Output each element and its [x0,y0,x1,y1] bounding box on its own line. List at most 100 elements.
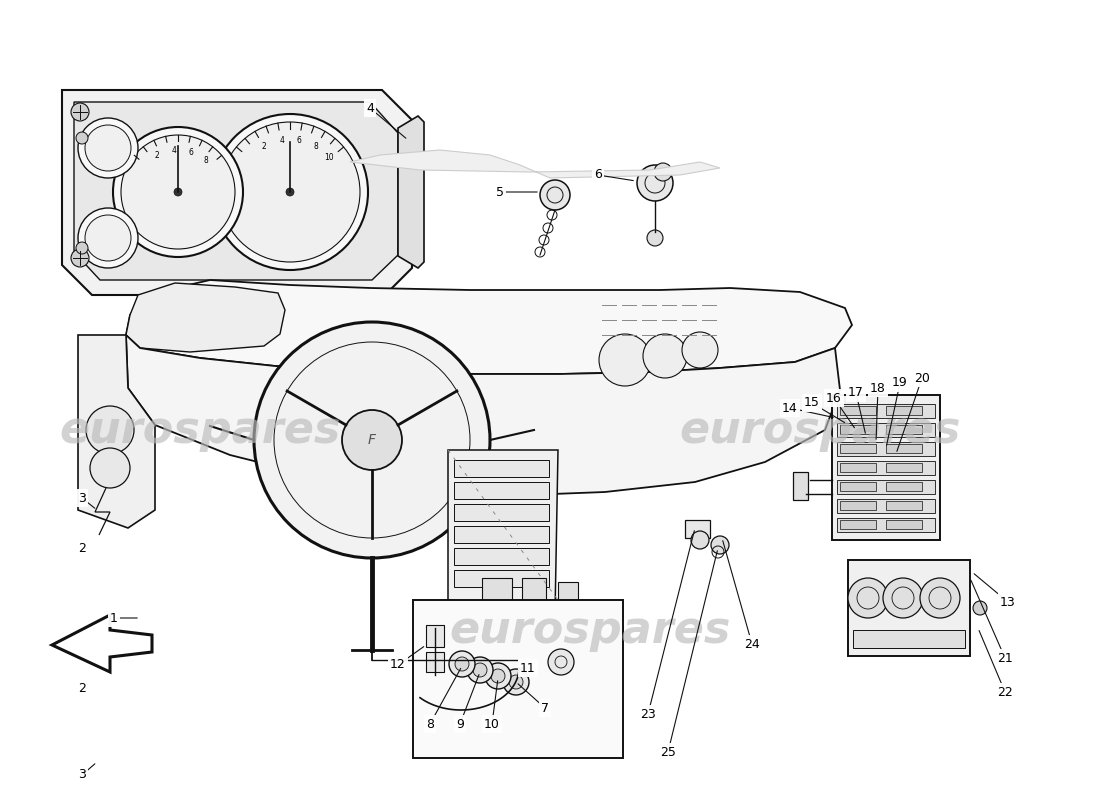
Bar [840,425,876,434]
Text: eurospares: eurospares [680,409,960,451]
Circle shape [254,322,490,558]
Bar [840,463,876,472]
Bar [840,520,876,529]
Circle shape [548,649,574,675]
Bar [558,582,578,618]
Polygon shape [126,283,285,352]
Text: 3: 3 [78,769,86,782]
Text: 11: 11 [520,662,536,674]
Bar [837,480,935,494]
Polygon shape [126,280,852,374]
Text: 6: 6 [188,147,194,157]
Polygon shape [74,102,398,280]
Bar [454,482,549,499]
Polygon shape [52,615,152,672]
Polygon shape [126,335,840,496]
Circle shape [468,657,493,683]
Bar [832,395,940,540]
Bar [454,526,549,543]
Text: 2: 2 [78,682,86,694]
Text: 25: 25 [660,746,675,758]
Bar [685,520,710,538]
Bar [840,444,876,453]
Bar [454,504,549,521]
Bar [426,625,444,647]
Text: 10: 10 [323,153,333,162]
Circle shape [76,132,88,144]
Bar [886,463,922,472]
Text: 17: 17 [848,386,864,399]
Bar [454,460,549,477]
Text: 7: 7 [541,702,549,714]
Text: 12: 12 [390,658,406,671]
Text: 5: 5 [496,186,504,198]
Circle shape [711,536,729,554]
Circle shape [449,651,475,677]
Bar [837,518,935,532]
Text: eurospares: eurospares [59,409,341,451]
Circle shape [647,230,663,246]
Text: 4: 4 [172,146,176,154]
Circle shape [491,669,505,683]
Bar [412,600,623,758]
Circle shape [883,578,923,618]
Text: 6: 6 [594,169,602,182]
Bar [840,501,876,510]
Bar [837,461,935,475]
Text: 2: 2 [262,142,266,151]
Polygon shape [350,150,720,178]
Bar [886,482,922,491]
Circle shape [113,127,243,257]
Circle shape [72,249,89,267]
Text: 23: 23 [640,707,656,721]
Text: 10: 10 [484,718,499,730]
Text: 3: 3 [78,491,86,505]
Circle shape [86,406,134,454]
Text: 6: 6 [297,136,301,146]
Circle shape [85,215,131,261]
Polygon shape [448,450,558,615]
Text: 15: 15 [804,397,820,410]
Circle shape [848,578,888,618]
Circle shape [76,242,88,254]
Bar [522,578,546,620]
Circle shape [503,669,529,695]
Text: F: F [368,433,376,447]
Text: 8: 8 [314,142,318,151]
Bar [840,482,876,491]
Text: 2: 2 [155,151,160,160]
Text: 14: 14 [782,402,797,414]
Bar [886,406,922,415]
Circle shape [90,448,130,488]
Circle shape [78,208,138,268]
Circle shape [600,334,651,386]
Bar [426,652,444,672]
Circle shape [85,125,131,171]
Bar [886,425,922,434]
Circle shape [342,410,402,470]
Bar [454,548,549,565]
Text: 19: 19 [892,377,907,390]
Text: 2: 2 [78,542,86,554]
Text: eurospares: eurospares [449,609,730,651]
Text: 21: 21 [997,651,1013,665]
Text: 20: 20 [914,371,929,385]
Circle shape [540,180,570,210]
Text: 8: 8 [426,718,434,730]
Text: 8: 8 [204,156,209,166]
Bar [848,560,970,656]
Polygon shape [62,90,413,295]
Circle shape [121,135,235,249]
Circle shape [220,122,360,262]
Bar [454,570,549,587]
Text: 1: 1 [110,611,118,625]
Circle shape [212,114,368,270]
Circle shape [691,531,710,549]
Bar [837,499,935,513]
Circle shape [78,118,138,178]
Circle shape [485,663,512,689]
Bar [886,520,922,529]
Text: 18: 18 [870,382,886,394]
Circle shape [473,663,487,677]
Polygon shape [78,335,155,528]
